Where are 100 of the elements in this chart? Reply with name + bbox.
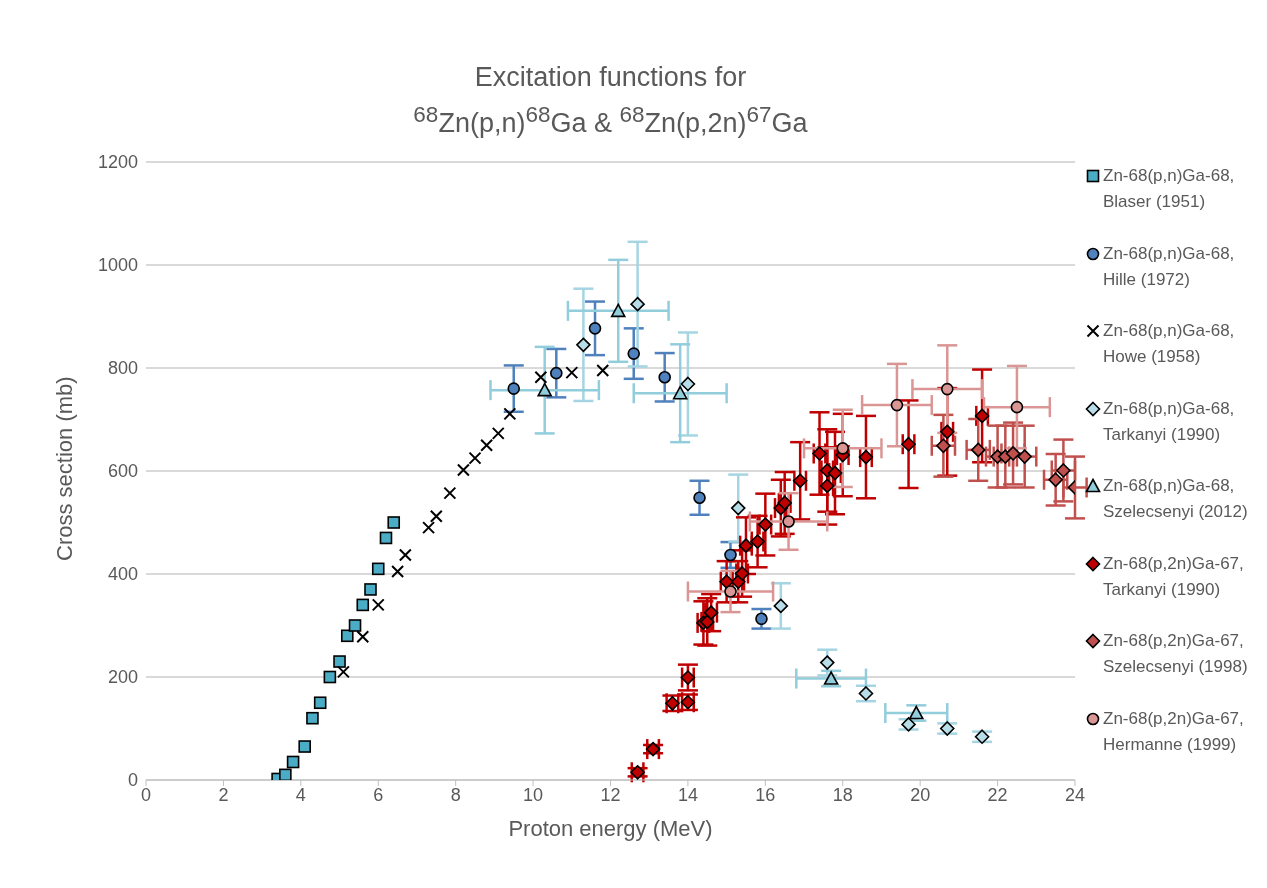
point bbox=[730, 500, 746, 516]
legend-label: Zn-68(p,n)Ga-68, Blaser (1951) bbox=[1103, 165, 1236, 213]
y-tick-label: 400 bbox=[107, 564, 138, 585]
point bbox=[940, 382, 954, 396]
point bbox=[909, 705, 924, 720]
point bbox=[939, 721, 955, 736]
point bbox=[970, 442, 986, 458]
point bbox=[890, 398, 904, 412]
point bbox=[333, 655, 346, 668]
legend-label: Zn-68(p,2n)Ga-67, Szelecsenyi (1998) bbox=[1103, 630, 1249, 678]
point bbox=[456, 463, 470, 477]
point bbox=[836, 442, 850, 455]
point bbox=[323, 670, 337, 684]
point bbox=[596, 364, 610, 378]
y-tick-label: 1000 bbox=[97, 255, 138, 276]
point bbox=[858, 449, 874, 465]
point bbox=[298, 740, 311, 753]
point bbox=[755, 612, 768, 626]
point bbox=[724, 585, 737, 598]
y-tick-label: 200 bbox=[107, 667, 138, 688]
point bbox=[936, 438, 951, 454]
y-axis-title: Cross section (mb) bbox=[51, 376, 77, 561]
point bbox=[371, 598, 385, 612]
x-tick-label: 4 bbox=[295, 784, 306, 805]
x-axis-title: Proton energy (MeV) bbox=[508, 816, 713, 841]
point bbox=[480, 438, 494, 452]
point bbox=[443, 486, 457, 500]
point bbox=[901, 717, 916, 732]
point bbox=[356, 598, 370, 612]
point bbox=[658, 370, 671, 384]
point bbox=[1010, 400, 1024, 414]
x-tick-label: 2 bbox=[218, 784, 229, 805]
legend-label: Zn-68(p,2n)Ga-67, Hermanne (1999) bbox=[1103, 707, 1245, 756]
point bbox=[340, 629, 354, 643]
point bbox=[823, 671, 839, 685]
point bbox=[379, 531, 393, 545]
point bbox=[819, 655, 835, 670]
point bbox=[901, 436, 916, 452]
point bbox=[610, 303, 626, 318]
point bbox=[724, 548, 737, 562]
x-tick-label: 10 bbox=[523, 784, 544, 805]
point bbox=[364, 583, 377, 596]
point bbox=[1056, 463, 1071, 478]
x-tick-label: 16 bbox=[755, 784, 776, 805]
point bbox=[576, 337, 591, 353]
point bbox=[391, 564, 405, 578]
point bbox=[534, 370, 548, 384]
point bbox=[773, 598, 789, 614]
point bbox=[313, 696, 327, 710]
point bbox=[306, 711, 319, 725]
point bbox=[348, 619, 362, 632]
point bbox=[356, 630, 370, 644]
x-tick-label: 24 bbox=[1064, 784, 1086, 805]
point bbox=[858, 686, 874, 701]
point bbox=[507, 382, 521, 395]
x-tick-label: 22 bbox=[987, 784, 1008, 805]
y-tick-label: 600 bbox=[107, 461, 138, 482]
point bbox=[627, 347, 641, 360]
y-tick-label: 800 bbox=[107, 358, 138, 379]
x-tick-label: 0 bbox=[140, 784, 152, 805]
point bbox=[550, 366, 563, 380]
point bbox=[680, 670, 696, 685]
point bbox=[503, 407, 517, 421]
point bbox=[468, 451, 482, 465]
point bbox=[371, 562, 385, 576]
point bbox=[422, 521, 436, 535]
point bbox=[491, 426, 505, 440]
point bbox=[588, 322, 602, 335]
chart-title: Excitation functions for $^{68}$Zn(p,n)$^{68}$Ga & $^{68}$Zn(p,2n)$^{67}$Ga bbox=[413, 62, 808, 138]
point bbox=[630, 296, 645, 312]
point bbox=[680, 376, 696, 392]
y-tick-label: 1200 bbox=[97, 152, 138, 173]
point bbox=[974, 408, 990, 424]
point bbox=[974, 729, 990, 745]
point bbox=[693, 491, 706, 505]
x-tick-label: 8 bbox=[450, 784, 461, 805]
point bbox=[336, 665, 350, 679]
x-tick-label: 14 bbox=[677, 784, 698, 805]
x-tick-label: 6 bbox=[373, 784, 384, 805]
x-tick-label: 20 bbox=[910, 784, 931, 805]
point bbox=[939, 424, 955, 440]
legend-label: Zn-68(p,n)Ga-68, Howe (1958) bbox=[1103, 320, 1236, 368]
point bbox=[565, 366, 579, 380]
point bbox=[782, 515, 795, 528]
legend-label: Zn-68(p,n)Ga-68, Szelecsenyi (2012) bbox=[1103, 475, 1249, 523]
legend-label: Zn-68(p,2n)Ga-67, Tarkanyi (1990) bbox=[1103, 552, 1245, 601]
point bbox=[286, 755, 300, 769]
x-tick-label: 18 bbox=[832, 784, 853, 805]
point bbox=[537, 382, 552, 397]
legend-label: Zn-68(p,n)Ga-68, Hille (1972) bbox=[1103, 242, 1236, 291]
x-tick-label: 12 bbox=[600, 784, 621, 805]
point bbox=[672, 385, 688, 400]
point bbox=[279, 768, 292, 780]
point bbox=[630, 764, 645, 780]
point bbox=[387, 516, 401, 529]
point bbox=[1048, 472, 1063, 488]
point bbox=[398, 548, 412, 562]
point bbox=[645, 741, 661, 757]
y-tick-label: 0 bbox=[127, 770, 138, 791]
legend-label: Zn-68(p,n)Ga-68, Tarkanyi (1990) bbox=[1103, 397, 1236, 446]
